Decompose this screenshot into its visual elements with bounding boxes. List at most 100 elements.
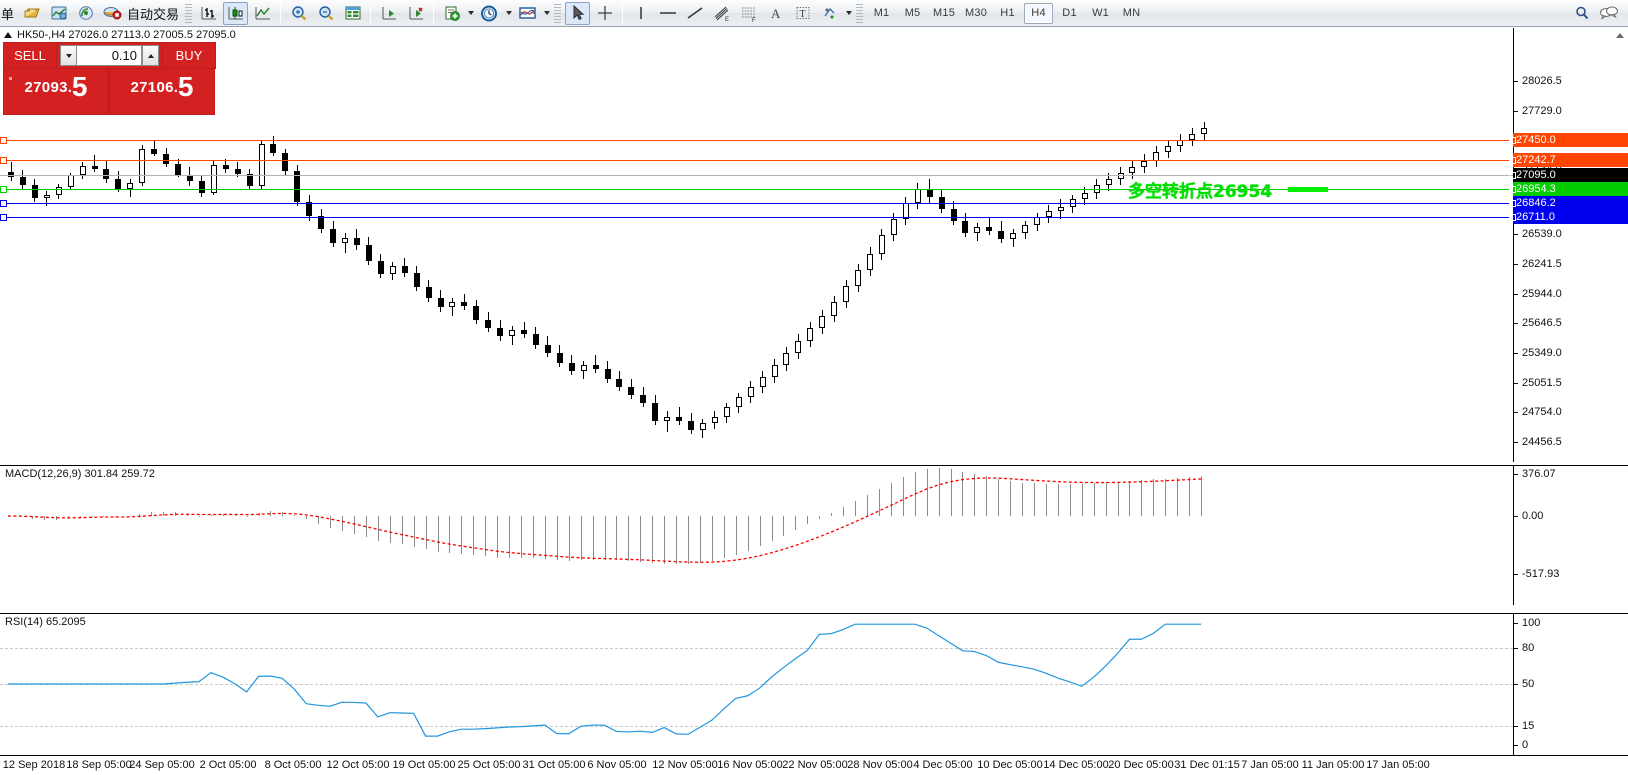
price-pane[interactable]: 多空转折点26954 28026.527729.027134.026539.02…	[0, 28, 1628, 462]
rsi-axis-tick	[1514, 726, 1518, 727]
volume-stepper[interactable]: 0.10	[57, 42, 162, 69]
price-level-line-turning-point[interactable]	[0, 186, 1513, 193]
price-tag-handle[interactable]	[1509, 136, 1516, 144]
price-tag-handle[interactable]	[1509, 213, 1516, 221]
price-axis-label: 24754.0	[1522, 406, 1562, 418]
price-level-line-resistance-lower[interactable]	[0, 157, 1513, 164]
search-icon[interactable]	[1569, 2, 1594, 25]
timeframe-m5[interactable]: M5	[904, 7, 921, 19]
chat-icon[interactable]	[1596, 2, 1621, 25]
price-tag-support-upper[interactable]: 26846.2	[1509, 196, 1628, 210]
macd-histogram-bar	[1057, 484, 1059, 516]
turning-point-marker[interactable]	[1288, 187, 1328, 192]
cursor-icon[interactable]	[565, 1, 591, 25]
price-level-line-support-upper[interactable]	[0, 200, 1513, 207]
period-dropdown-icon[interactable]	[503, 2, 514, 25]
bar-chart-icon[interactable]	[196, 2, 221, 25]
candlestick	[795, 28, 802, 462]
macd-axis[interactable]: 376.07 0.00 -517.93	[1513, 466, 1628, 605]
rsi-axis[interactable]: 100 80 50 15 0	[1513, 614, 1628, 763]
chart-annotation-text[interactable]: 多空转折点26954	[1128, 182, 1273, 202]
fibonacci-icon[interactable]: F	[736, 2, 761, 25]
buy-button[interactable]: BUY	[162, 42, 216, 69]
price-axis[interactable]: 28026.527729.027134.026539.026241.525944…	[1513, 28, 1628, 462]
buy-price[interactable]: 27106 . 5	[109, 69, 215, 115]
price-level-anchor[interactable]	[0, 214, 7, 221]
auto-scroll-icon[interactable]	[403, 2, 428, 25]
time-axis[interactable]: 12 Sep 2018 18 Sep 05:00 24 Sep 05:00 2 Oct…	[0, 755, 1628, 775]
timeframe-mn[interactable]: MN	[1122, 7, 1141, 19]
indicators-icon[interactable]	[515, 2, 540, 25]
folder-icon[interactable]	[19, 2, 44, 25]
chart-shift-icon[interactable]	[376, 2, 401, 25]
autotrade-icon[interactable]	[100, 2, 125, 25]
zoom-out-icon[interactable]	[313, 2, 338, 25]
new-order-label[interactable]: 单	[1, 7, 15, 23]
price-level-line-resistance-upper[interactable]	[0, 137, 1513, 144]
sell-button[interactable]: SELL	[3, 42, 57, 69]
trendline-icon[interactable]	[682, 2, 707, 25]
rsi-plot-area[interactable]	[0, 614, 1513, 763]
macd-histogram-bar	[306, 516, 308, 520]
toolbar-grip[interactable]	[185, 3, 193, 23]
price-tag-handle[interactable]	[1509, 199, 1516, 207]
period-icon[interactable]	[477, 2, 502, 25]
price-tag-turning-point[interactable]: 26954.3	[1509, 182, 1628, 196]
line-chart-icon[interactable]	[250, 2, 275, 25]
price-tag-support-lower[interactable]: 26711.0	[1509, 210, 1628, 224]
price-tag-handle[interactable]	[1509, 156, 1516, 164]
price-tag-handle[interactable]	[1509, 185, 1516, 193]
timeframe-w1[interactable]: W1	[1092, 7, 1109, 19]
new-chart-icon[interactable]	[439, 2, 464, 25]
timeframe-h1[interactable]: H1	[1000, 7, 1015, 19]
volume-decrease-icon[interactable]	[60, 45, 77, 66]
terminal-icon[interactable]	[46, 2, 71, 25]
crosshair-icon[interactable]	[592, 2, 617, 25]
price-plot-area[interactable]: 多空转折点26954	[0, 28, 1513, 462]
autotrade-label[interactable]: 自动交易	[127, 7, 180, 23]
chart-window[interactable]: 多空转折点26954 28026.527729.027134.026539.02…	[0, 27, 1628, 775]
candlestick-chart-icon[interactable]	[223, 1, 249, 25]
equidistant-channel-icon[interactable]: E	[709, 2, 734, 25]
macd-pane[interactable]: 376.07 0.00 -517.93 MACD(12,26,9) 301.84 2…	[0, 465, 1628, 605]
scroll-up-icon[interactable]	[1615, 30, 1626, 41]
text-label-icon[interactable]: A	[763, 2, 788, 25]
horizontal-line-icon[interactable]	[655, 2, 680, 25]
timeframe-m30[interactable]: M30	[965, 7, 988, 19]
macd-signal-line	[7, 477, 1202, 563]
timeframe-d1[interactable]: D1	[1062, 7, 1077, 19]
timeframe-m1[interactable]: M1	[873, 7, 890, 19]
price-level-line-support-lower[interactable]	[0, 214, 1513, 221]
new-chart-dropdown-icon[interactable]	[465, 2, 476, 25]
data-window-icon[interactable]	[340, 2, 365, 25]
price-axis-tick	[1514, 294, 1518, 295]
zoom-in-icon[interactable]	[286, 2, 311, 25]
vertical-line-icon[interactable]	[628, 2, 653, 25]
navigator-icon[interactable]	[73, 2, 98, 25]
candlestick	[282, 28, 289, 462]
timeframe-m15[interactable]: M15	[933, 7, 956, 19]
one-click-trading-panel[interactable]: SELL 0.10 BUY 27093 . 5	[3, 42, 216, 115]
price-tag-handle[interactable]	[1509, 171, 1516, 179]
toolbar-grip-timeframes[interactable]	[856, 3, 864, 23]
price-level-anchor[interactable]	[0, 186, 7, 193]
price-level-anchor[interactable]	[0, 157, 7, 164]
volume-input[interactable]: 0.10	[77, 45, 142, 66]
price-tag-current-price[interactable]: 27095.0	[1509, 168, 1628, 182]
objects-icon[interactable]	[817, 2, 842, 25]
volume-increase-icon[interactable]	[142, 45, 159, 66]
price-tag-resistance-upper[interactable]: 27450.0	[1509, 133, 1628, 147]
objects-dropdown-icon[interactable]	[843, 2, 854, 25]
sell-price[interactable]: 27093 . 5	[3, 69, 109, 115]
toolbar-grip-draw[interactable]	[554, 3, 562, 23]
indicators-dropdown-icon[interactable]	[541, 2, 552, 25]
candle-body	[926, 188, 933, 197]
price-tag-resistance-lower[interactable]: 27242.7	[1509, 153, 1628, 167]
macd-plot-area[interactable]	[0, 466, 1513, 605]
rsi-pane[interactable]: 100 80 50 15 0 RSI(14) 65.2095	[0, 613, 1628, 763]
text-box-icon[interactable]: T	[790, 2, 815, 25]
price-level-anchor[interactable]	[0, 137, 7, 144]
price-level-line-current-price[interactable]	[0, 175, 1513, 176]
price-level-anchor[interactable]	[0, 200, 7, 207]
timeframe-h4[interactable]: H4	[1024, 2, 1054, 24]
